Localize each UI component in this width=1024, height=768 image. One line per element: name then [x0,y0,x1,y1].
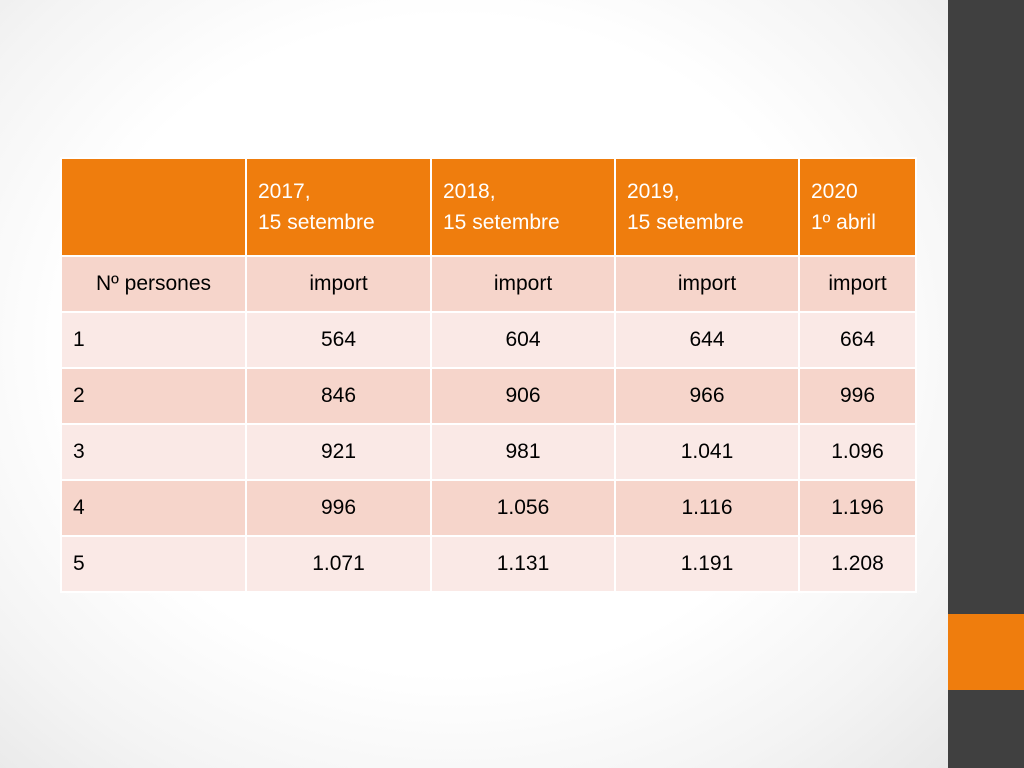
table-cell: 1.116 [614,479,800,537]
table-cell: 644 [614,311,800,369]
table-cell: 966 [614,367,800,425]
table-row: 5 1.071 1.131 1.191 1.208 [60,535,917,593]
header-cell: 2018, 15 setembre [430,157,616,257]
header-cell: 2017, 15 setembre [245,157,432,257]
table-cell: 604 [430,311,616,369]
table-cell: 846 [245,367,432,425]
table-cell: 3 [60,423,247,481]
subheader-cell: import [245,255,432,313]
table-row: 4 996 1.056 1.116 1.196 [60,479,917,537]
table-cell: 996 [245,479,432,537]
header-row: 2017, 15 setembre 2018, 15 setembre 2019… [60,157,917,257]
table-cell: 4 [60,479,247,537]
table-cell: 5 [60,535,247,593]
subheader-cell: import [614,255,800,313]
data-table: 2017, 15 setembre 2018, 15 setembre 2019… [60,157,917,593]
table-row: 2 846 906 966 996 [60,367,917,425]
table-cell: 1.196 [798,479,917,537]
table-cell: 996 [798,367,917,425]
side-accent-block [948,614,1024,690]
subheader-cell: import [430,255,616,313]
table-cell: 1.056 [430,479,616,537]
table-cell: 1.096 [798,423,917,481]
table-cell: 564 [245,311,432,369]
table-row: 3 921 981 1.041 1.096 [60,423,917,481]
subheader-cell: import [798,255,917,313]
table-cell: 906 [430,367,616,425]
subheader-cell: Nº persones [60,255,247,313]
header-cell: 2019, 15 setembre [614,157,800,257]
subheader-row: Nº persones import import import import [60,255,917,313]
header-cell [60,157,247,257]
table-cell: 921 [245,423,432,481]
table-cell: 2 [60,367,247,425]
table-cell: 1.071 [245,535,432,593]
table-cell: 981 [430,423,616,481]
table-cell: 1.041 [614,423,800,481]
table-cell: 664 [798,311,917,369]
table-cell: 1.131 [430,535,616,593]
table-cell: 1.191 [614,535,800,593]
table-row: 1 564 604 644 664 [60,311,917,369]
table-cell: 1.208 [798,535,917,593]
table-cell: 1 [60,311,247,369]
header-cell: 2020 1º abril [798,157,917,257]
